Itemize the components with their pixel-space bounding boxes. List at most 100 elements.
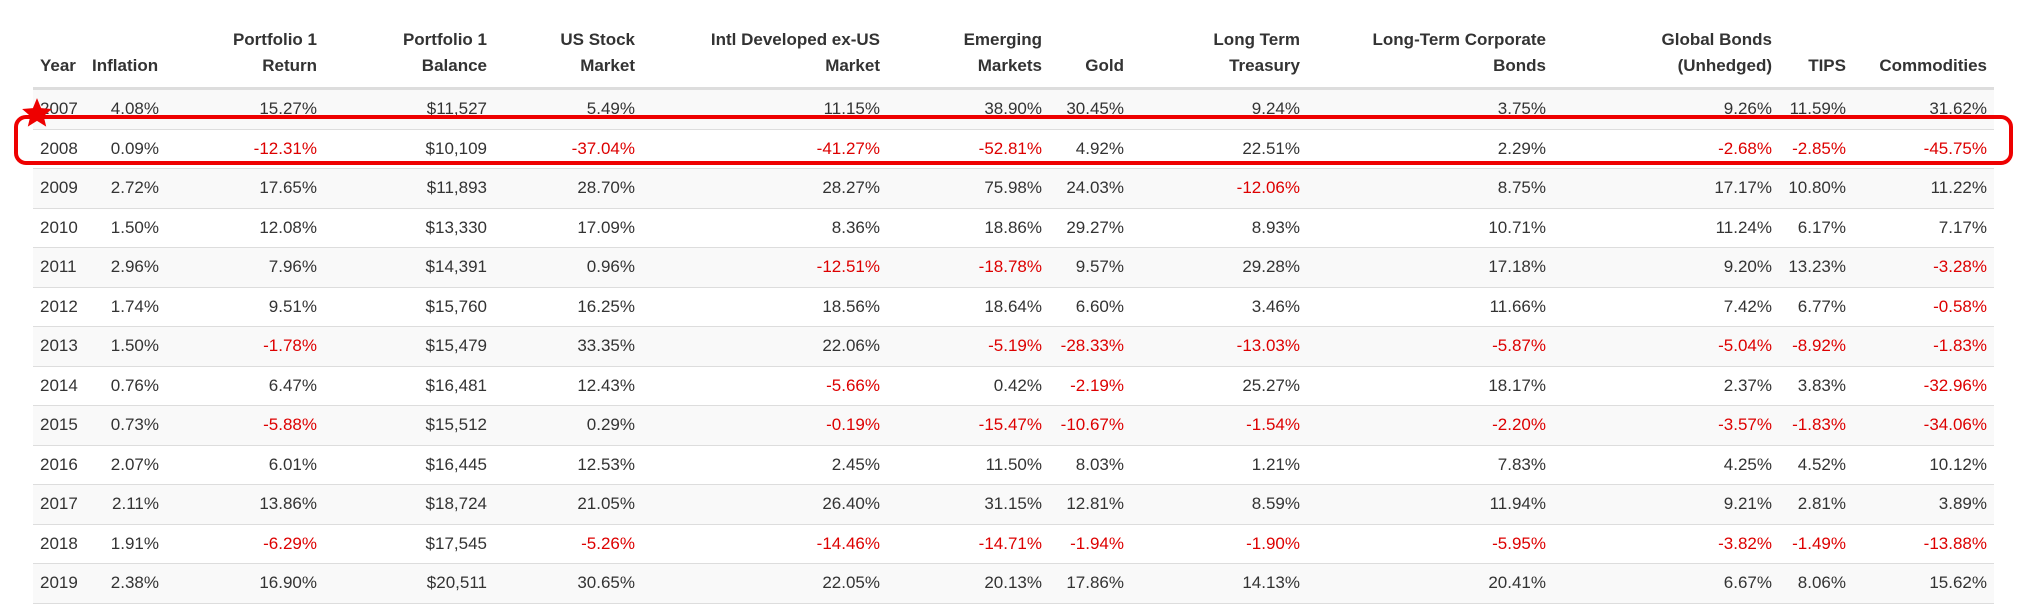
cell-inflation: 1.50%	[85, 208, 166, 248]
table-row: 2016 2.07% 6.01% $16,445 12.53% 2.45% 11.50% 8.…	[33, 445, 1994, 485]
table-row: 2017 2.11% 13.86% $18,724 21.05% 26.40% 31.15%…	[33, 484, 1994, 525]
cell-us-stock-market: 30.65%	[494, 563, 642, 604]
cell-commodities: -3.28%	[1853, 247, 1994, 288]
cell-global-bonds-unhedged: 11.24%	[1553, 208, 1779, 248]
cell-portfolio-1-return: -12.31%	[166, 129, 324, 169]
cell-long-term-corporate-bonds: 3.75%	[1307, 88, 1553, 130]
cell-long-term-corporate-bonds: 11.66%	[1307, 287, 1553, 327]
cell-gold: 9.57%	[1049, 247, 1131, 288]
cell-year: 2016	[33, 445, 85, 485]
column-header-long-term-treasury: Long Term Treasury	[1131, 18, 1307, 90]
cell-year: 2013	[33, 326, 85, 367]
column-header-line: Market	[825, 56, 880, 75]
cell-portfolio-1-balance: $15,760	[324, 287, 494, 327]
cell-intl-developed-ex-us-market: 22.05%	[642, 563, 887, 604]
cell-commodities: -1.83%	[1853, 326, 1994, 367]
column-header-gold: Gold	[1049, 18, 1131, 90]
cell-long-term-treasury: 1.21%	[1131, 445, 1307, 485]
cell-year: 2014	[33, 366, 85, 406]
cell-year: 2019	[33, 563, 85, 604]
cell-portfolio-1-balance: $18,724	[324, 484, 494, 525]
cell-us-stock-market: 21.05%	[494, 484, 642, 525]
cell-us-stock-market: 0.96%	[494, 247, 642, 288]
cell-commodities: -32.96%	[1853, 366, 1994, 406]
cell-intl-developed-ex-us-market: 2.45%	[642, 445, 887, 485]
cell-tips: -8.92%	[1779, 326, 1853, 367]
cell-tips: 11.59%	[1779, 88, 1853, 130]
table-header-row: Year Inflation Portfolio 1 Return Portfolio …	[33, 18, 1994, 90]
cell-long-term-treasury: 3.46%	[1131, 287, 1307, 327]
cell-intl-developed-ex-us-market: 26.40%	[642, 484, 887, 525]
cell-us-stock-market: 28.70%	[494, 168, 642, 209]
column-header-us-stock-market: US Stock Market	[494, 18, 642, 90]
cell-emerging-markets: -5.19%	[887, 326, 1049, 367]
column-header-line: Portfolio 1	[232, 30, 317, 49]
cell-commodities: 11.22%	[1853, 168, 1994, 209]
cell-emerging-markets: 38.90%	[887, 88, 1049, 130]
column-header-line: US Stock	[560, 30, 635, 49]
table-row: 2010 1.50% 12.08% $13,330 17.09% 8.36% 18.86% 2…	[33, 208, 1994, 248]
cell-long-term-corporate-bonds: 7.83%	[1307, 445, 1553, 485]
cell-intl-developed-ex-us-market: -12.51%	[642, 247, 887, 288]
cell-portfolio-1-return: 15.27%	[166, 88, 324, 130]
cell-global-bonds-unhedged: 17.17%	[1553, 168, 1779, 209]
cell-emerging-markets: -18.78%	[887, 247, 1049, 288]
cell-portfolio-1-balance: $20,511	[324, 563, 494, 604]
cell-emerging-markets: 18.64%	[887, 287, 1049, 327]
column-header-commodities: Commodities	[1853, 18, 1994, 90]
cell-long-term-treasury: 14.13%	[1131, 563, 1307, 604]
cell-commodities: 31.62%	[1853, 88, 1994, 130]
cell-portfolio-1-return: -5.88%	[166, 405, 324, 446]
cell-inflation: 1.50%	[85, 326, 166, 367]
cell-global-bonds-unhedged: 2.37%	[1553, 366, 1779, 406]
cell-commodities: -13.88%	[1853, 524, 1994, 564]
cell-long-term-corporate-bonds: 17.18%	[1307, 247, 1553, 288]
cell-global-bonds-unhedged: -3.57%	[1553, 405, 1779, 446]
cell-emerging-markets: -14.71%	[887, 524, 1049, 564]
column-header-line: Global Bonds	[1661, 30, 1773, 49]
column-header-line: Treasury	[1229, 56, 1300, 75]
cell-tips: 8.06%	[1779, 563, 1853, 604]
cell-portfolio-1-balance: $15,512	[324, 405, 494, 446]
column-header-intl-developed-ex-us-market: Intl Developed ex-US Market	[642, 18, 887, 90]
table-row: 2015 0.73% -5.88% $15,512 0.29% -0.19% -15.47%…	[33, 405, 1994, 446]
cell-us-stock-market: 17.09%	[494, 208, 642, 248]
cell-year: 2011	[33, 247, 85, 288]
cell-portfolio-1-return: 17.65%	[166, 168, 324, 209]
cell-inflation: 0.76%	[85, 366, 166, 406]
cell-inflation: 2.72%	[85, 168, 166, 209]
cell-long-term-treasury: -12.06%	[1131, 168, 1307, 209]
cell-inflation: 2.96%	[85, 247, 166, 288]
cell-gold: -2.19%	[1049, 366, 1131, 406]
cell-us-stock-market: 5.49%	[494, 88, 642, 130]
cell-commodities: 15.62%	[1853, 563, 1994, 604]
cell-intl-developed-ex-us-market: -0.19%	[642, 405, 887, 446]
cell-us-stock-market: 0.29%	[494, 405, 642, 446]
column-header-line: Inflation	[92, 56, 159, 75]
cell-long-term-treasury: -1.90%	[1131, 524, 1307, 564]
cell-portfolio-1-balance: $16,445	[324, 445, 494, 485]
table-row: 2007 4.08% 15.27% $11,527 5.49% 11.15% 38.90% 3…	[33, 88, 1994, 130]
cell-us-stock-market: 12.43%	[494, 366, 642, 406]
cell-global-bonds-unhedged: 9.21%	[1553, 484, 1779, 525]
cell-gold: -28.33%	[1049, 326, 1131, 367]
cell-global-bonds-unhedged: 9.26%	[1553, 88, 1779, 130]
cell-portfolio-1-balance: $16,481	[324, 366, 494, 406]
column-header-portfolio-1-balance: Portfolio 1 Balance	[324, 18, 494, 90]
column-header-line: Long Term	[1213, 30, 1300, 49]
cell-global-bonds-unhedged: -5.04%	[1553, 326, 1779, 367]
cell-inflation: 1.91%	[85, 524, 166, 564]
column-header-line: Market	[580, 56, 635, 75]
cell-inflation: 1.74%	[85, 287, 166, 327]
cell-portfolio-1-return: 16.90%	[166, 563, 324, 604]
cell-portfolio-1-balance: $13,330	[324, 208, 494, 248]
cell-long-term-treasury: -13.03%	[1131, 326, 1307, 367]
cell-tips: 10.80%	[1779, 168, 1853, 209]
cell-long-term-corporate-bonds: 8.75%	[1307, 168, 1553, 209]
column-header-line: Bonds	[1493, 56, 1546, 75]
column-header-line: Portfolio 1	[402, 30, 487, 49]
row-highlight-box	[14, 115, 2013, 165]
cell-portfolio-1-return: -6.29%	[166, 524, 324, 564]
cell-portfolio-1-balance: $15,479	[324, 326, 494, 367]
cell-year: 2012	[33, 287, 85, 327]
